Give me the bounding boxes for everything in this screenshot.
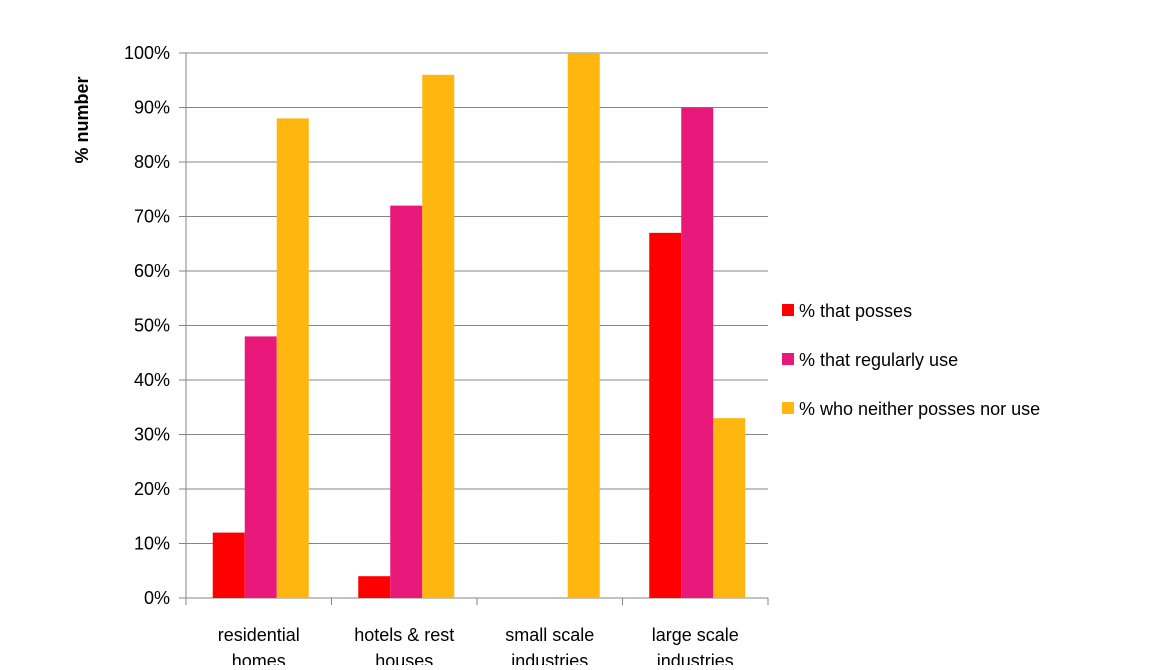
bar xyxy=(649,232,682,598)
y-tick-label: 90% xyxy=(134,98,170,118)
bar xyxy=(244,336,277,598)
y-tick-label: 80% xyxy=(134,152,170,172)
bar xyxy=(212,532,245,598)
y-tick-label: 20% xyxy=(134,479,170,499)
bar xyxy=(713,418,746,598)
y-tick-label: 10% xyxy=(134,534,170,554)
legend-label: % who neither posses nor use xyxy=(799,399,1040,419)
bar xyxy=(422,74,455,599)
y-tick-label: 70% xyxy=(134,207,170,227)
y-tick-label: 60% xyxy=(134,261,170,281)
y-tick-label: 30% xyxy=(134,425,170,445)
x-category-label: hotels & rest houses xyxy=(354,625,454,665)
axis-labels: 0% 10% 20% 30% 40% 50% 60% 70% 80% 90% 100% residen… xyxy=(124,43,739,670)
legend-swatch xyxy=(782,402,794,414)
legend-swatch xyxy=(782,304,794,316)
x-category-label: large scale industries xyxy=(652,625,739,665)
legend: % that posses % that regularly use % who n… xyxy=(782,301,1040,419)
legend-swatch xyxy=(782,353,794,365)
legend-label: % that regularly use xyxy=(799,350,958,370)
x-category-label: small scale industries xyxy=(505,625,594,665)
bar xyxy=(390,205,423,598)
y-tick-label: 0% xyxy=(144,588,170,608)
y-tick-label: 50% xyxy=(134,316,170,336)
legend-label: % that posses xyxy=(799,301,912,321)
bars xyxy=(212,53,746,599)
y-tick-label: 100% xyxy=(124,43,170,63)
y-tick-label: 40% xyxy=(134,370,170,390)
bar xyxy=(276,118,309,599)
bar xyxy=(681,107,714,598)
bar xyxy=(358,576,391,598)
x-category-label: residential homes xyxy=(218,625,300,665)
y-axis-title: % number xyxy=(72,76,92,163)
bar xyxy=(567,53,600,598)
